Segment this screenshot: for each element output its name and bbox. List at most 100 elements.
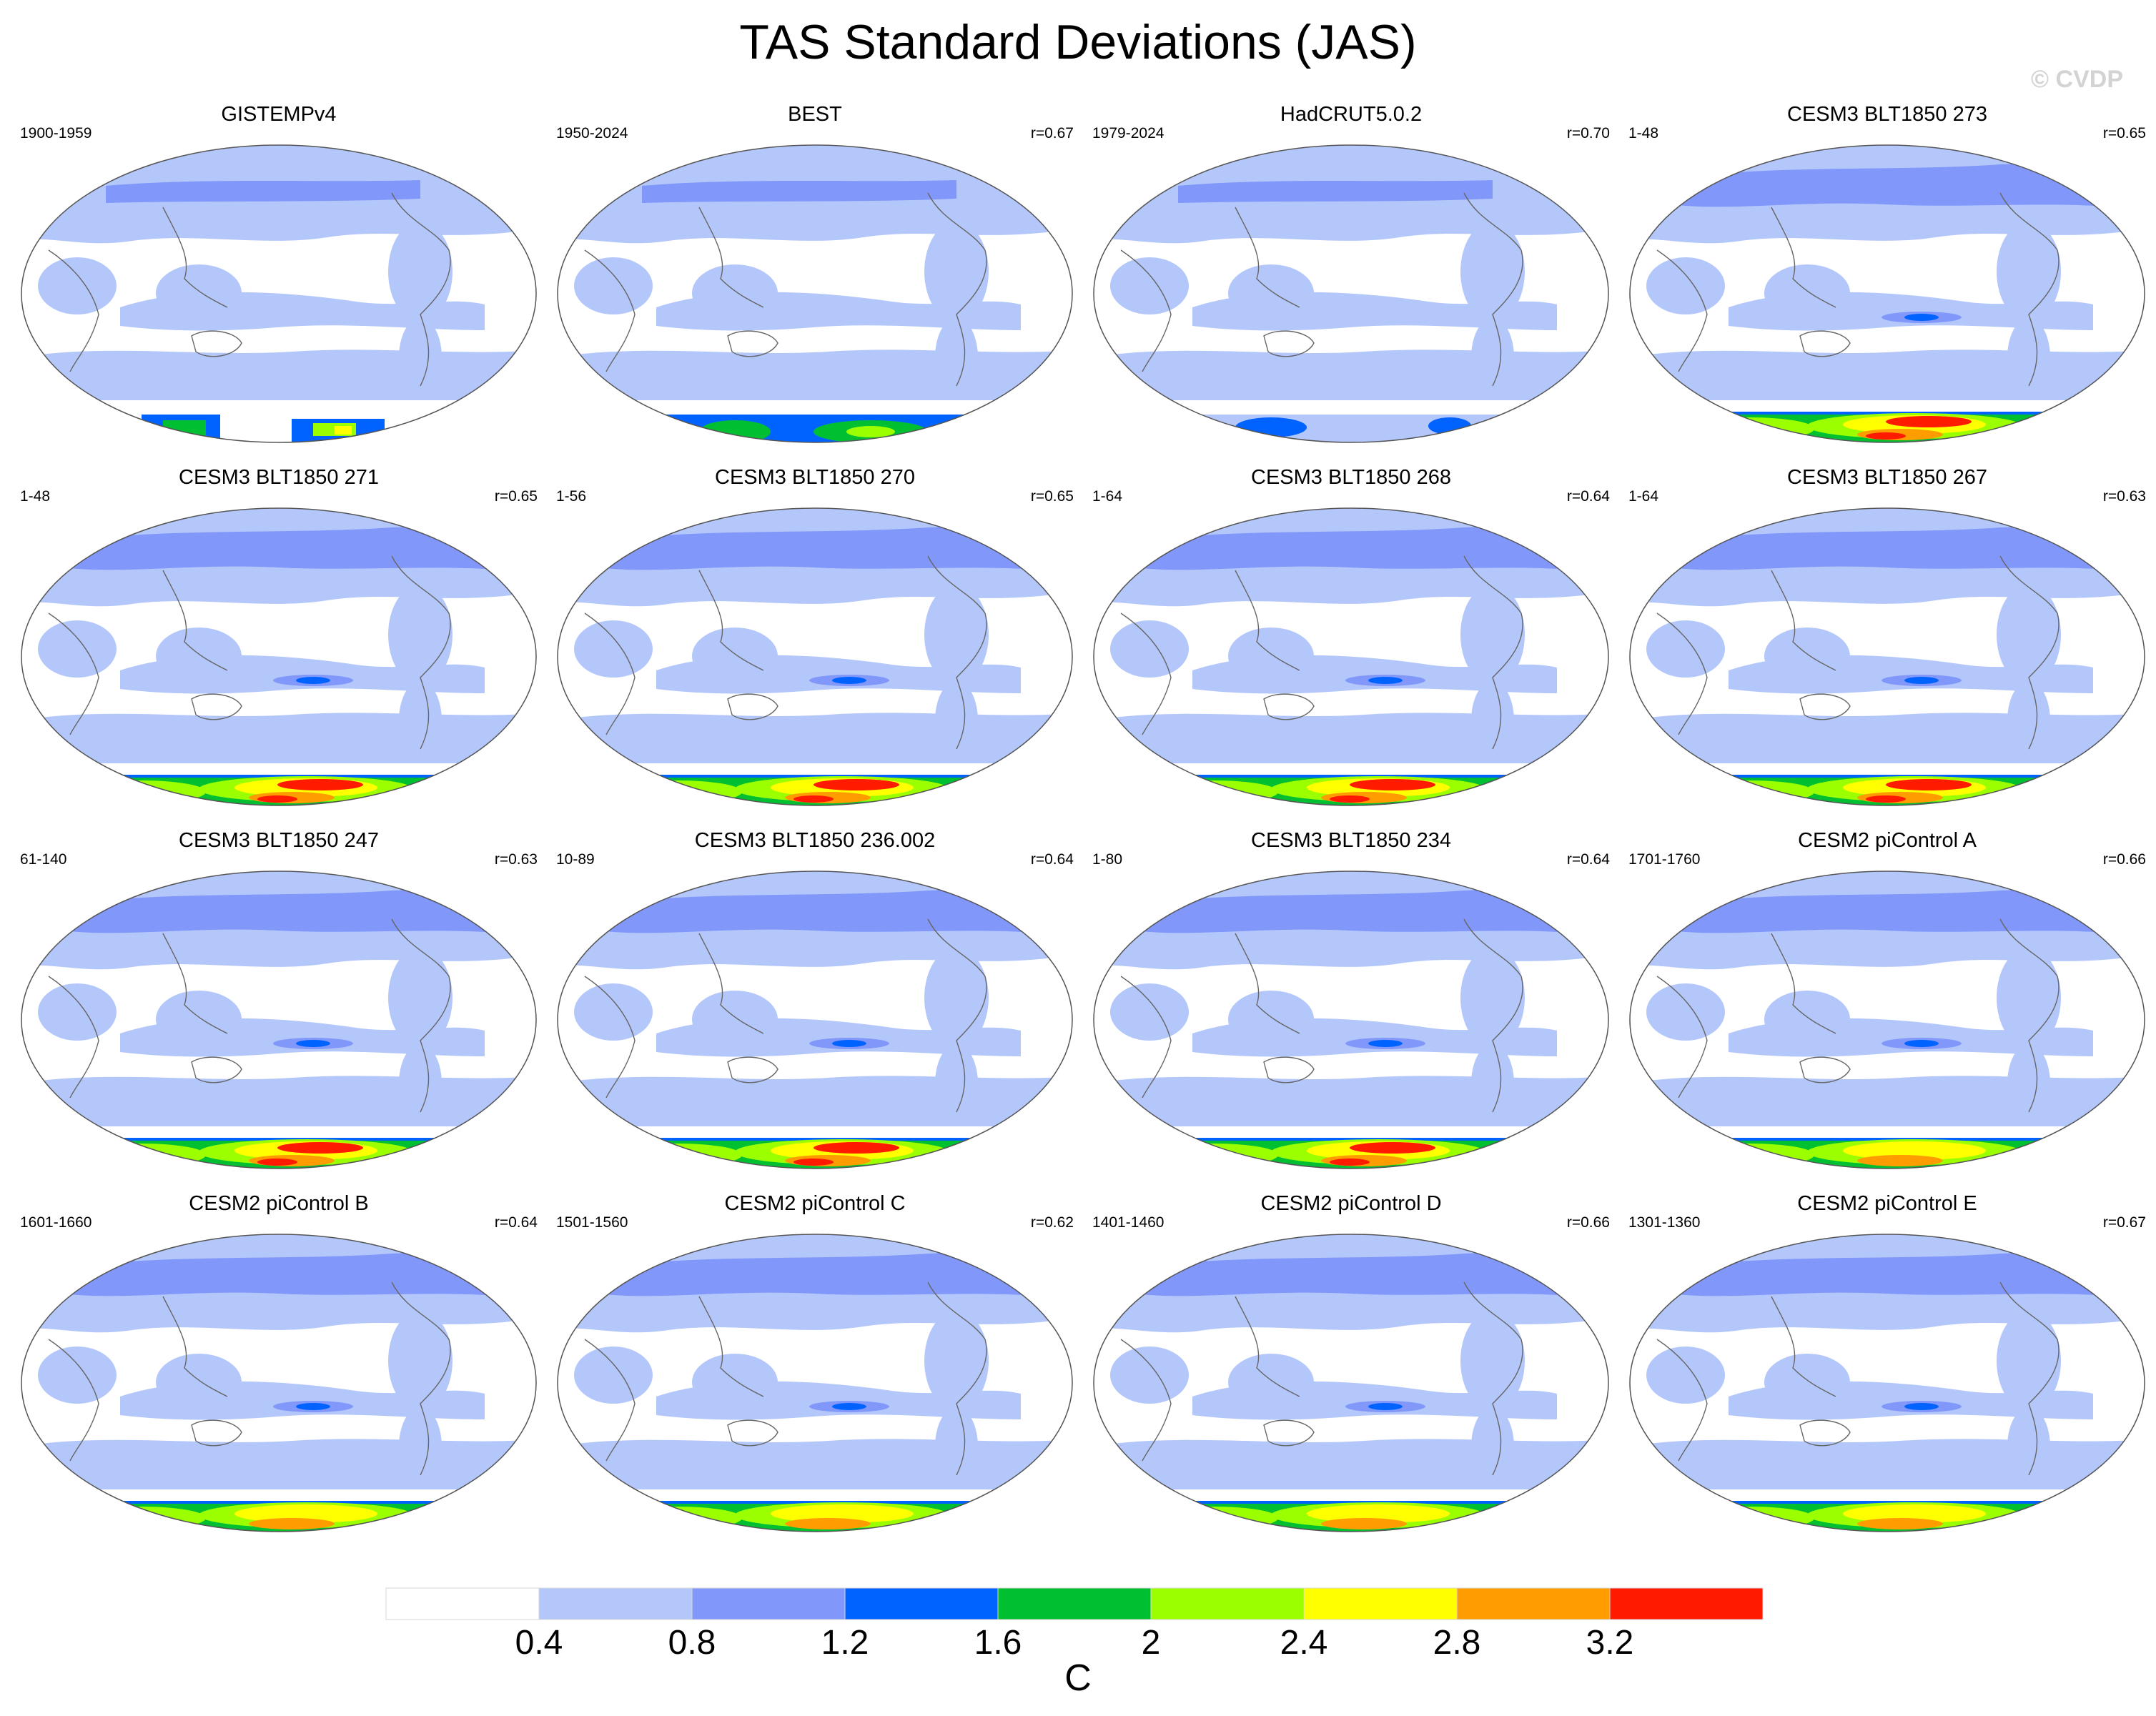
coastlines xyxy=(48,1281,451,1476)
southern-ocean-band xyxy=(1630,713,2145,763)
africa-region xyxy=(574,983,653,1041)
map-panel: CESM3 BLT1850 273 1-48 r=0.65 xyxy=(1618,100,2156,457)
maritime-continent-region xyxy=(156,628,242,685)
asia-coastline xyxy=(698,570,764,671)
americas-coastline xyxy=(1463,192,1523,387)
arctic-variance-band xyxy=(1135,890,1593,935)
africa-region xyxy=(574,620,653,678)
antarctic-region xyxy=(21,775,536,805)
asia-coastline xyxy=(1771,933,1836,1034)
north-america-region xyxy=(388,222,453,322)
panel-title: CESM2 piControl E xyxy=(1797,1192,1977,1215)
panel-period: 61-140 xyxy=(20,851,67,868)
southern-ocean-band xyxy=(1094,713,1608,763)
asia-coastline xyxy=(1235,1296,1300,1397)
asia-coastline xyxy=(162,207,228,308)
americas-coastline xyxy=(927,1281,987,1476)
map-panel: GISTEMPv4 1900-1959 xyxy=(10,100,548,457)
southern-ocean-band xyxy=(558,349,1072,400)
africa-coastline xyxy=(1120,976,1172,1098)
southern-ocean-band xyxy=(1094,349,1608,400)
asia-coastline xyxy=(1771,207,1836,308)
antarctic-patch xyxy=(949,785,1049,802)
colorbar-box xyxy=(385,1587,540,1620)
panel-correlation: r=0.64 xyxy=(1566,851,1610,868)
world-map xyxy=(1629,1234,2145,1532)
maritime-continent-region xyxy=(692,628,778,685)
americas-coastline xyxy=(391,918,451,1113)
arctic-variance-band xyxy=(1671,1253,2129,1298)
antarctic-patch xyxy=(2022,1511,2122,1528)
antarctic-region xyxy=(1630,412,2145,442)
maritime-continent-region xyxy=(1228,264,1314,322)
asia-coastline xyxy=(162,933,228,1034)
north-america-region xyxy=(1997,585,2061,685)
antarctic-patch xyxy=(1350,779,1435,790)
americas-coastline xyxy=(1999,192,2059,387)
panel-period: 1-56 xyxy=(556,488,587,505)
north-america-region xyxy=(924,1311,989,1411)
asia-coastline xyxy=(698,207,764,308)
southern-ocean-band xyxy=(21,1439,536,1489)
panel-period: 1-48 xyxy=(20,488,51,505)
coastlines xyxy=(1656,192,2059,387)
map-panel: CESM3 BLT1850 270 1-56 r=0.65 xyxy=(546,463,1084,820)
americas-coastline xyxy=(1463,918,1523,1113)
map-border xyxy=(557,144,1073,443)
colorbar-box xyxy=(1303,1587,1458,1620)
maritime-continent-region xyxy=(692,264,778,322)
north-america-region xyxy=(1460,948,1525,1048)
antarctic-patch xyxy=(1330,795,1370,803)
panel-period: 1-64 xyxy=(1628,488,1659,505)
enso-core xyxy=(1904,314,1939,321)
africa-coastline xyxy=(1656,976,1708,1098)
australia-coastline xyxy=(1263,1419,1315,1447)
antarctic-patch xyxy=(1149,1507,1278,1529)
australia-coastline xyxy=(1263,693,1315,720)
antarctic-patch xyxy=(1886,416,1972,427)
antarctic-patch xyxy=(814,779,899,790)
colorbar-box xyxy=(997,1587,1152,1620)
map-border xyxy=(557,507,1073,806)
coastlines xyxy=(1656,1281,2059,1476)
colorbar-box xyxy=(538,1587,693,1620)
australia-coastline xyxy=(191,1419,242,1447)
colorbar-tick-label: 1.2 xyxy=(821,1624,869,1662)
enso-core xyxy=(296,677,330,684)
panel-title: CESM3 BLT1850 273 xyxy=(1787,103,1987,126)
antarctic-patch xyxy=(613,780,742,803)
antarctic-region xyxy=(1094,1501,1608,1532)
south-america-region xyxy=(399,1044,442,1123)
panel-title: CESM3 BLT1850 247 xyxy=(179,829,379,852)
coastlines xyxy=(584,555,987,750)
arctic-variance-band xyxy=(63,527,520,572)
north-america-region xyxy=(1997,948,2061,1048)
map-border xyxy=(1093,507,1609,806)
north-america-region xyxy=(1460,585,1525,685)
map-border xyxy=(21,871,537,1169)
antarctic-region xyxy=(558,415,1072,442)
australia-coastline xyxy=(191,1056,242,1083)
americas-coastline xyxy=(391,555,451,750)
arctic-variance-band xyxy=(63,890,520,935)
panel-period: 1900-1959 xyxy=(20,125,92,142)
coastlines xyxy=(1120,555,1523,750)
enso-core xyxy=(296,1040,330,1047)
americas-coastline xyxy=(927,555,987,750)
panel-title: CESM3 BLT1850 268 xyxy=(1251,466,1451,489)
arctic-variance-band xyxy=(642,180,956,203)
map-panel: CESM3 BLT1850 268 1-64 r=0.64 xyxy=(1082,463,1620,820)
coastlines xyxy=(48,555,451,750)
antarctic-patch xyxy=(1235,417,1307,437)
map-panel: CESM2 piControl E 1301-1360 r=0.67 xyxy=(1618,1189,2156,1547)
africa-region xyxy=(38,257,117,314)
antarctic-region xyxy=(1094,775,1608,805)
south-america-region xyxy=(935,1407,978,1486)
south-america-region xyxy=(2007,681,2050,760)
southern-ocean-band xyxy=(21,1076,536,1126)
antarctic-patch xyxy=(257,795,297,803)
panel-period: 1601-1660 xyxy=(20,1214,92,1231)
southern-ocean-band xyxy=(21,349,536,400)
north-america-region xyxy=(924,222,989,322)
colorbar-box xyxy=(844,1587,999,1620)
